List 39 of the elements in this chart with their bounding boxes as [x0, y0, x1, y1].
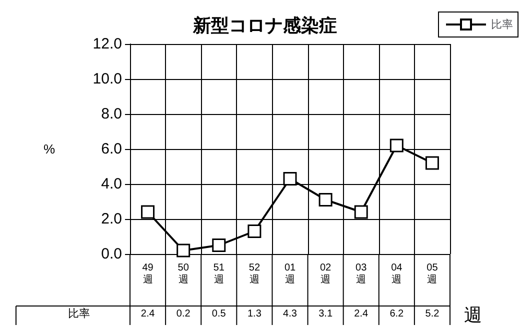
point	[176, 244, 190, 258]
point	[354, 205, 368, 219]
y-tick-label: 4.0	[101, 176, 122, 192]
y-tick-label: 6.0	[101, 140, 122, 158]
x-tick-label: 02 週	[320, 262, 332, 286]
y-tick-label: 2.0	[101, 210, 122, 228]
x-tick-label: 01 週	[284, 262, 296, 286]
point	[248, 224, 262, 238]
x-tick-label: 05 週	[426, 262, 438, 286]
y-tick-label: 12.0	[92, 36, 122, 52]
data-label: 2.4	[354, 308, 368, 320]
point	[390, 138, 404, 152]
data-label: 0.2	[176, 308, 191, 320]
y-tick-label: 0.0	[101, 246, 122, 262]
data-label: 0.5	[212, 308, 226, 320]
x-tick-label: 04 週	[391, 262, 403, 286]
y-tick-label: 10.0	[92, 70, 122, 88]
x-tick-label: 52 週	[248, 262, 260, 286]
chart-title: 新型コロナ感染症	[192, 16, 337, 36]
point	[425, 156, 439, 170]
point	[212, 238, 226, 252]
point	[283, 172, 297, 186]
x-tick-label: 03 週	[356, 262, 368, 286]
x-tick-label: 50 週	[178, 262, 190, 286]
data-label: 3.1	[318, 308, 333, 320]
point	[141, 205, 155, 219]
y-axis-title: %	[43, 142, 56, 156]
data-label: 4.3	[283, 308, 298, 320]
data-label: 5.2	[425, 308, 440, 320]
data-label: 1.3	[247, 308, 262, 320]
text: 比率	[68, 308, 90, 320]
point	[318, 193, 332, 206]
data-label: 6.2	[390, 308, 404, 320]
legend-label: 比率	[491, 18, 513, 31]
x-tick-label: 49 週	[142, 262, 154, 286]
y-tick-label: 8.0	[101, 106, 122, 122]
x-axis-title: 週	[464, 305, 482, 325]
data-label: 2.4	[140, 308, 156, 320]
x-tick-label: 51 週	[213, 262, 225, 286]
